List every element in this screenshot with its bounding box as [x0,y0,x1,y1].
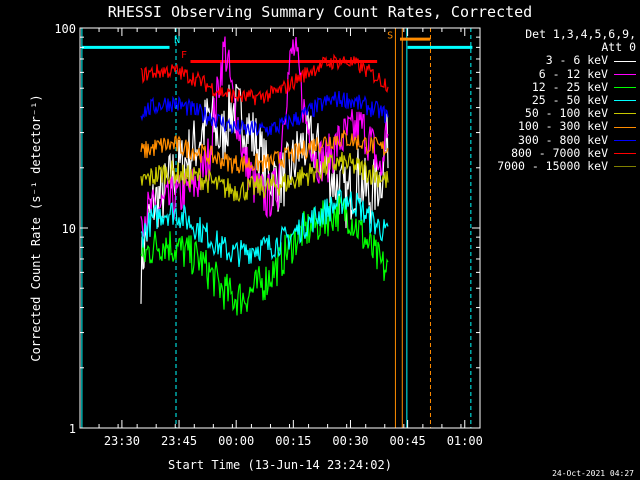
y-axis-label: Corrected Count Rate (s⁻¹ detector⁻¹) [29,94,43,361]
annotation-label: S [387,30,393,41]
legend-attenuator: Att 0 [601,40,636,55]
legend-detectors: Det 1,3,4,5,6,9, [525,27,636,41]
legend-entry: 100 - 300 keV [480,120,636,133]
x-tick-label: 00:00 [218,434,254,448]
series-line [140,129,389,174]
legend-swatch [614,100,636,102]
legend-swatch [614,152,636,154]
x-tick-label: 00:30 [332,434,368,448]
legend-swatch [614,126,636,128]
x-axis-label: Start Time (13-Jun-14 23:24:02) [168,458,392,472]
series-line [140,188,389,267]
legend-swatch [614,73,636,75]
legend-label: 7000 - 15000 keV [497,159,608,174]
chart-title: RHESSI Observing Summary Count Rates, Co… [108,3,532,21]
legend-swatch [614,166,636,168]
series-line [140,53,389,106]
x-tick-label: 23:45 [161,434,197,448]
y-tick-label: 1 [69,422,76,436]
legend-swatch [614,113,636,115]
x-tick-label: 00:45 [390,434,426,448]
legend-swatch [614,139,636,141]
series-line [140,195,389,316]
legend-swatch [614,86,636,88]
legend-entry: 6 - 12 keV [480,66,636,81]
legend-entry: 800 - 7000 keV [480,145,636,160]
series-line [140,151,389,203]
legend-swatch [614,60,636,62]
y-tick-label: 10 [62,222,76,236]
legend-label: 25 - 50 keV [531,93,608,108]
legend-entry: 50 - 100 keV [480,107,636,120]
y-tick-label: 100 [54,22,76,36]
legend-entry: 3 - 6 keV [480,54,636,67]
legend-label: 100 - 300 keV [517,119,608,134]
legend-label: 50 - 100 keV [524,106,608,121]
legend-label: 300 - 800 keV [517,132,608,147]
legend: Det 1,3,4,5,6,9, Att 0 3 - 6 keV 6 - 12 … [480,27,636,174]
legend-label: 12 - 25 keV [531,79,608,94]
series-line [140,91,389,138]
legend-label: 800 - 7000 keV [511,145,608,160]
x-tick-label: 23:30 [104,434,140,448]
legend-entry: 7000 - 15000 keV [480,159,636,174]
x-tick-label: 01:00 [447,434,483,448]
series-line [140,83,389,304]
legend-entry: 12 - 25 keV [480,79,636,94]
series-line [140,36,389,237]
annotation-label: N [174,35,180,46]
legend-entry: 25 - 50 keV [480,93,636,108]
legend-label: 3 - 6 keV [545,53,608,68]
annotation-label: F [181,50,187,61]
legend-label: 6 - 12 keV [538,66,608,81]
legend-entry: 300 - 800 keV [480,132,636,147]
x-tick-label: 00:15 [275,434,311,448]
timestamp-footer: 24-Oct-2021 04:27 [552,469,634,478]
